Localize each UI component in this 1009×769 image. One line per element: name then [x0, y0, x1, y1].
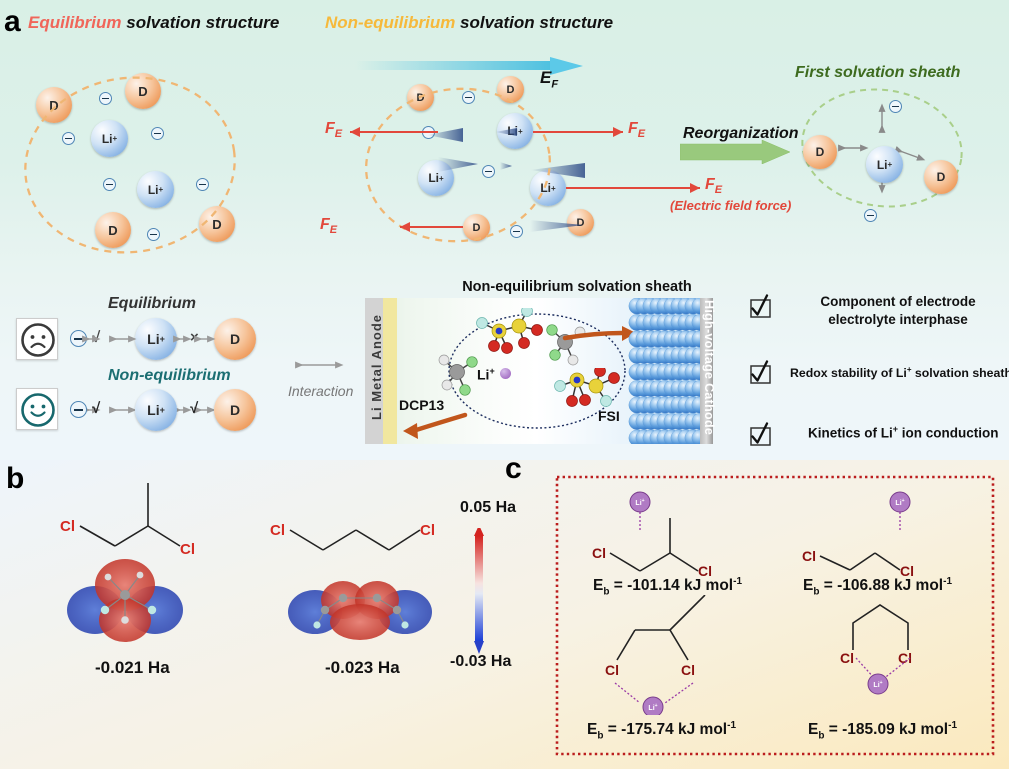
svg-text:Cl: Cl	[592, 545, 606, 561]
svg-text:Cl: Cl	[420, 522, 435, 539]
svg-text:Cl: Cl	[681, 662, 695, 678]
svg-text:Cl: Cl	[60, 518, 75, 535]
svg-text:Cl: Cl	[802, 548, 816, 564]
svg-text:Cl: Cl	[605, 662, 619, 678]
svg-text:Cl: Cl	[270, 522, 285, 539]
svg-text:Cl: Cl	[840, 650, 854, 666]
